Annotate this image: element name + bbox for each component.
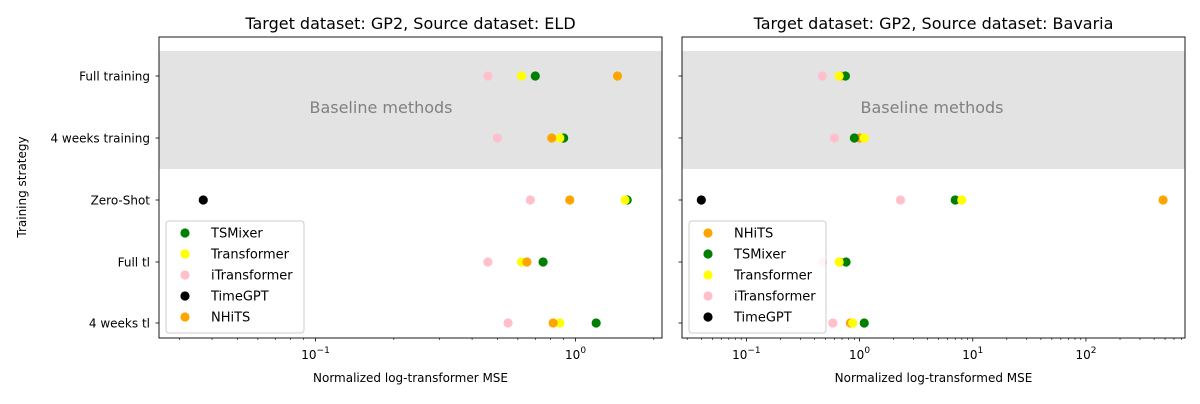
- data-point: [591, 318, 601, 328]
- data-point: [957, 195, 967, 205]
- y-tick-label: Full tl: [118, 256, 150, 270]
- y-axis-label: Training strategy: [15, 136, 29, 238]
- x-tick-label-base: 10: [732, 348, 747, 362]
- data-point: [516, 71, 527, 81]
- legend-box: [688, 220, 827, 334]
- x-tick-label-exponent: 2: [1091, 346, 1097, 356]
- y-tick-label: Full training: [79, 70, 150, 84]
- y-tick-label: 4 weeks tl: [89, 317, 150, 331]
- x-tick-label-base: 10: [962, 348, 977, 362]
- data-point: [547, 133, 557, 143]
- data-point: [492, 133, 502, 143]
- legend-marker: [180, 312, 190, 322]
- data-point: [829, 133, 840, 143]
- data-point: [840, 71, 851, 81]
- legend-label: TSMixer: [733, 248, 786, 263]
- data-point: [555, 133, 565, 143]
- y-tick-label: 4 weeks training: [50, 132, 150, 146]
- data-point: [483, 71, 493, 81]
- x-tick-label-base: 10: [565, 348, 580, 362]
- legend-label: iTransformer: [211, 269, 293, 284]
- baseline-band-label: Baseline methods: [309, 98, 452, 117]
- x-tick-label-exponent: −1: [317, 346, 330, 356]
- data-point: [612, 71, 623, 81]
- legend-marker: [180, 270, 190, 280]
- plot-frame: [681, 36, 1186, 339]
- data-point: [503, 318, 513, 328]
- legend-label: NHiTS: [211, 311, 250, 326]
- x-tick-label-base: 10: [849, 348, 864, 362]
- data-point: [834, 71, 844, 81]
- x-tick-label-exponent: −1: [747, 346, 760, 356]
- x-tick-label-exponent: 0: [864, 346, 870, 356]
- baseline-band: [159, 51, 662, 169]
- legend-marker: [703, 312, 713, 322]
- data-point: [859, 318, 869, 328]
- legend-box: [165, 220, 305, 334]
- x-axis-label: Normalized log-transformer MSE: [313, 371, 508, 385]
- data-point: [828, 318, 838, 328]
- x-tick-label-base: 10: [301, 348, 316, 362]
- data-point: [849, 133, 859, 143]
- legend-label: iTransformer: [734, 290, 816, 305]
- legend-marker: [180, 249, 190, 259]
- data-point: [834, 257, 844, 267]
- legend-label: TimeGPT: [210, 290, 269, 305]
- x-tick-label: 100: [565, 346, 586, 362]
- x-axis-label: Normalized log-transformed MSE: [835, 371, 1033, 385]
- legend: TSMixer Transformer iTransformer TimeGPT NHi…: [165, 220, 305, 334]
- x-tick-label: 10−1: [732, 346, 761, 362]
- legend-label: Transformer: [733, 269, 813, 284]
- data-point: [841, 257, 851, 267]
- data-point: [848, 318, 858, 328]
- chart-panel-1: Baseline methods Target dataset: GP2, Sou…: [50, 14, 663, 385]
- x-tick-label-exponent: 1: [978, 346, 984, 356]
- legend-marker: [180, 228, 190, 238]
- data-point: [950, 195, 960, 205]
- data-point: [696, 195, 706, 205]
- data-point: [859, 133, 869, 143]
- legend: NHiTS TSMixer Transformer iTransformer TimeG…: [688, 220, 827, 334]
- x-tick-label-exponent: 0: [580, 346, 586, 356]
- legend-marker: [180, 291, 190, 301]
- data-point: [565, 195, 575, 205]
- legend-label: TSMixer: [210, 227, 263, 242]
- data-point: [548, 318, 558, 328]
- legend-marker: [703, 228, 713, 238]
- data-point: [555, 318, 565, 328]
- chart-title: Target dataset: GP2, Source dataset: Bav…: [753, 14, 1114, 33]
- plot-frame: [158, 36, 663, 339]
- chart-panel-2: Baseline methods Target dataset: GP2, Sou…: [678, 14, 1186, 385]
- x-tick-label: 100: [849, 346, 870, 362]
- data-point: [620, 195, 630, 205]
- legend-label: NHiTS: [734, 227, 773, 242]
- baseline-band: [682, 51, 1185, 169]
- x-tick-label: 10−1: [301, 346, 330, 362]
- legend-label: TimeGPT: [733, 311, 792, 326]
- data-point: [817, 71, 828, 81]
- chart-title: Target dataset: GP2, Source dataset: ELD: [244, 14, 575, 33]
- x-tick-label-base: 10: [1075, 348, 1090, 362]
- data-point: [530, 71, 540, 81]
- data-point: [1158, 195, 1168, 205]
- x-tick-label: 101: [962, 346, 983, 362]
- data-point: [895, 195, 906, 205]
- data-point: [538, 257, 548, 267]
- data-point: [198, 195, 208, 205]
- data-point: [522, 257, 532, 267]
- y-tick-label: Zero-Shot: [91, 194, 151, 208]
- x-tick-label: 102: [1075, 346, 1096, 362]
- data-point: [483, 257, 493, 267]
- legend-marker: [703, 291, 713, 301]
- baseline-band-label: Baseline methods: [860, 98, 1003, 117]
- data-point: [525, 195, 535, 205]
- legend-marker: [703, 270, 713, 280]
- legend-marker: [703, 249, 713, 259]
- legend-label: Transformer: [210, 248, 290, 263]
